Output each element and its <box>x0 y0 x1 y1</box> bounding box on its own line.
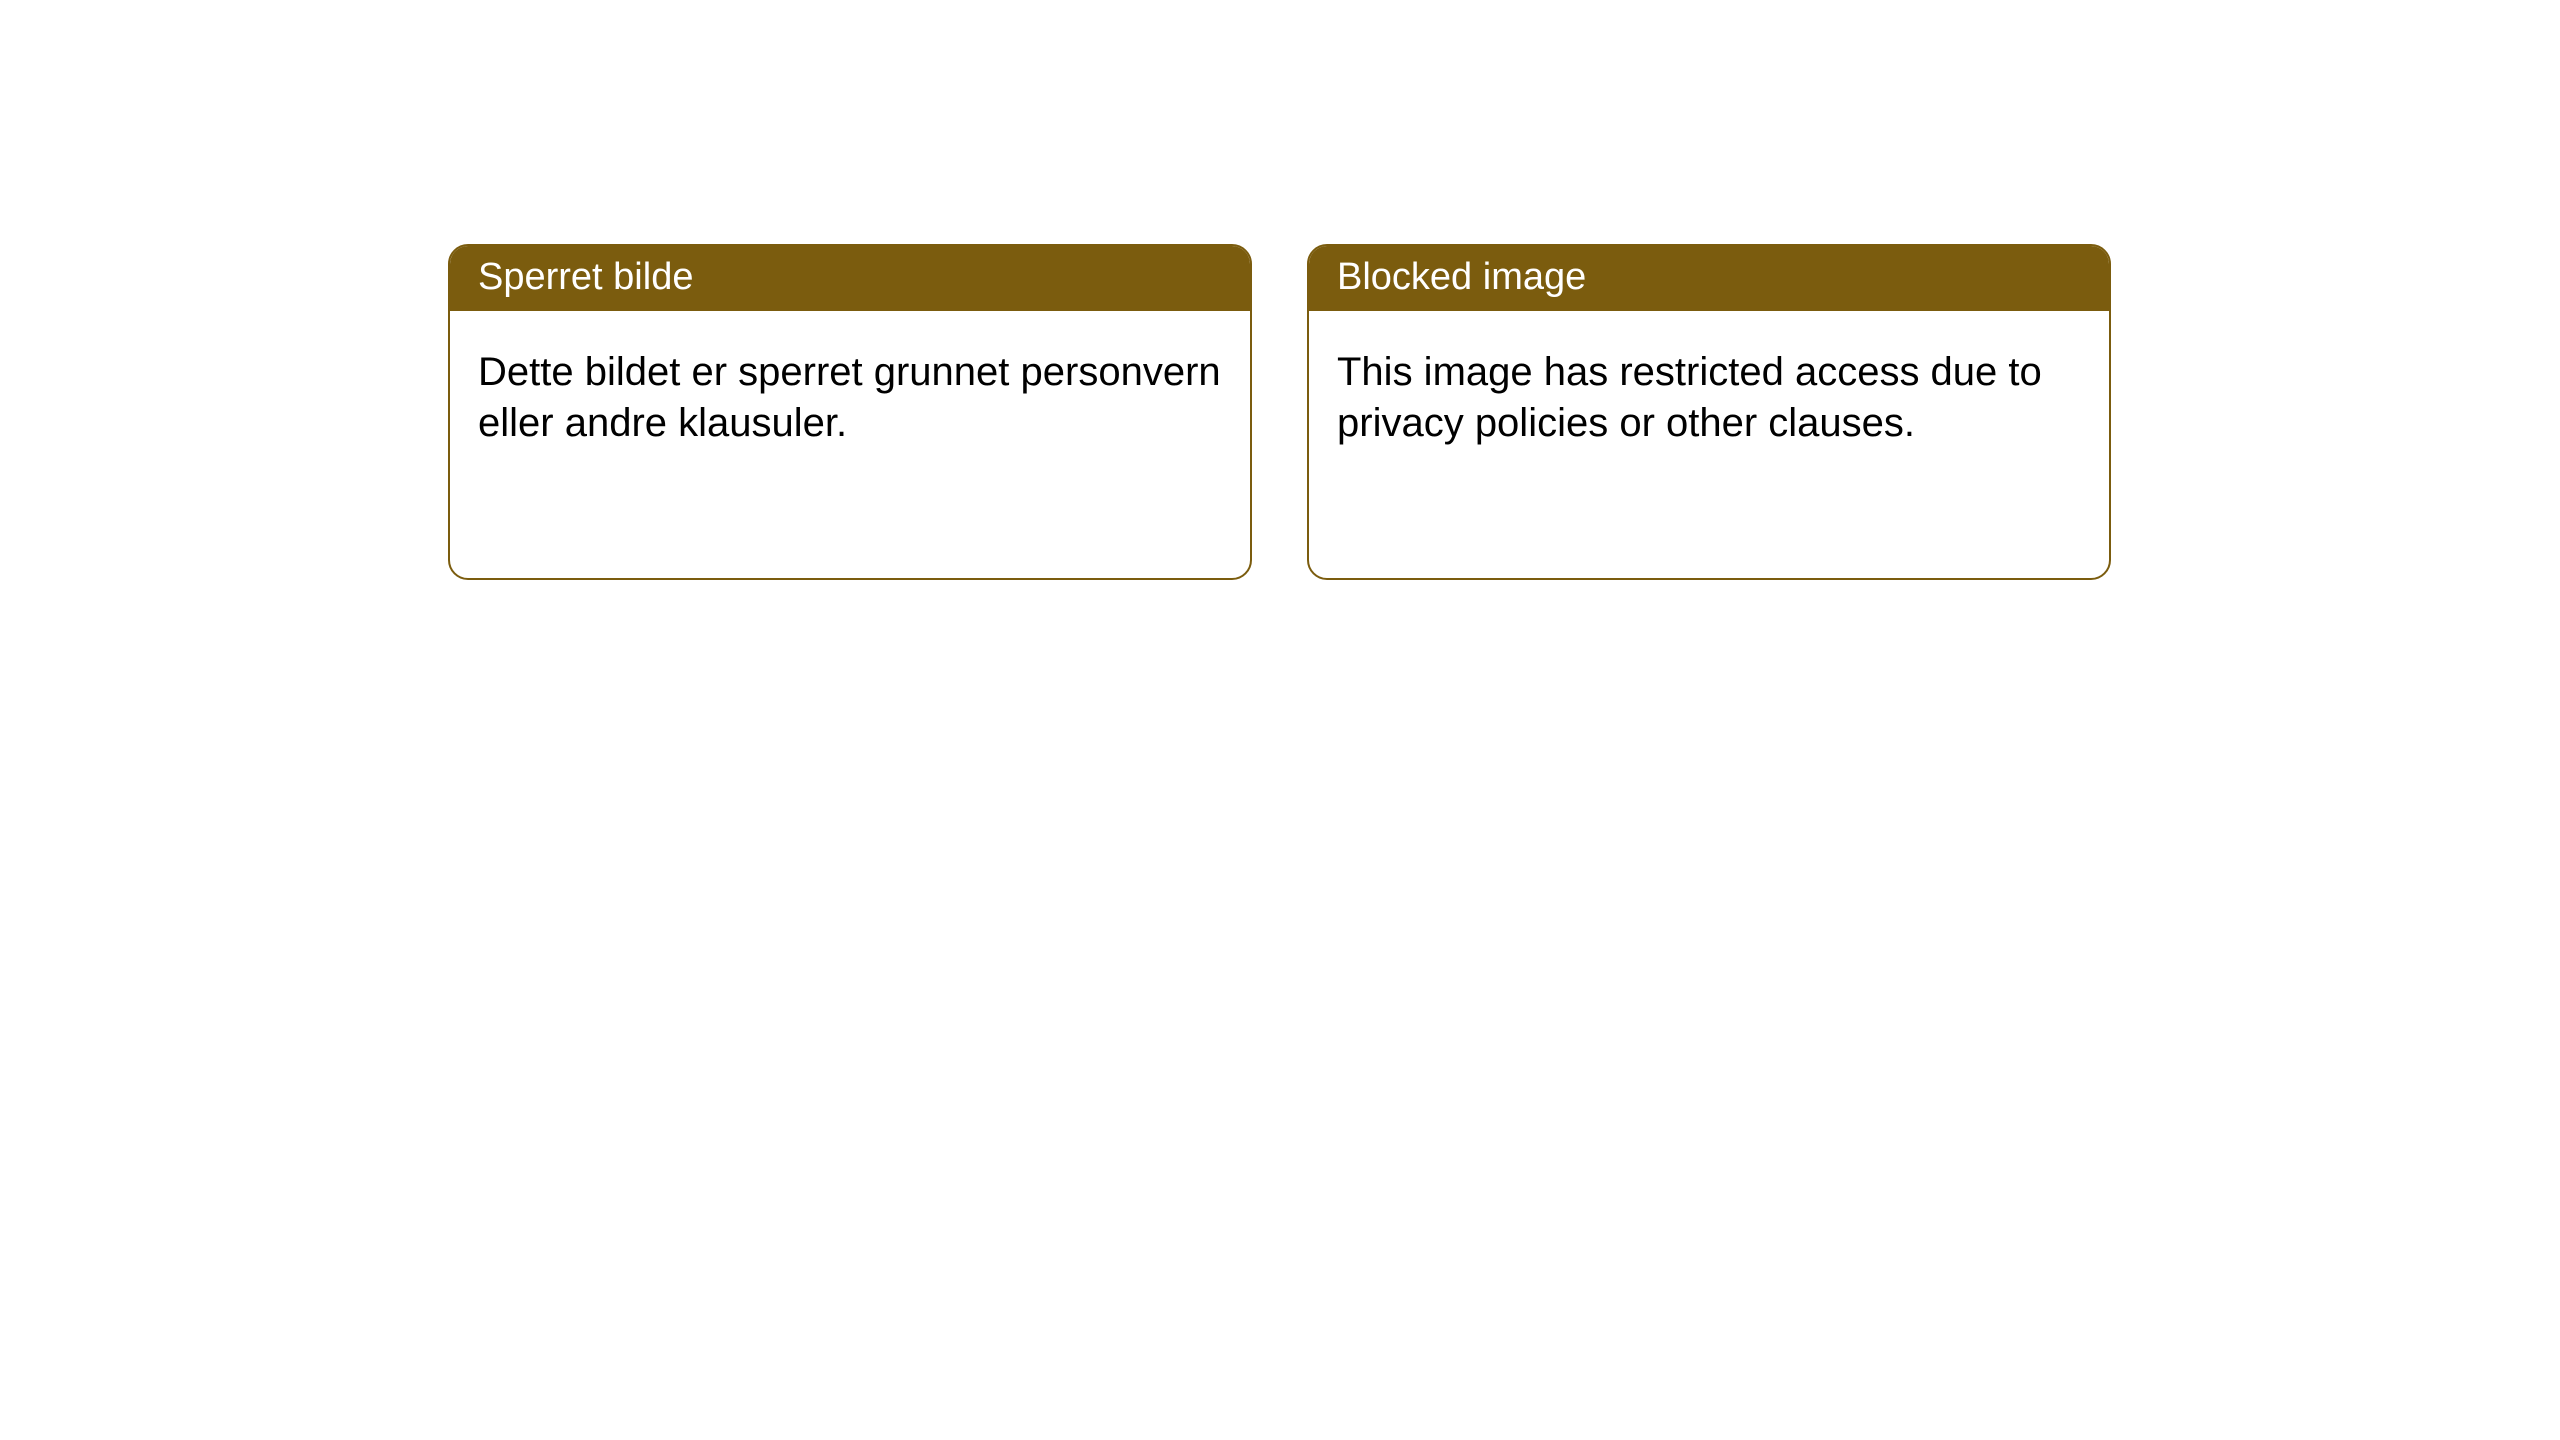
card-body-norwegian: Dette bildet er sperret grunnet personve… <box>450 311 1250 469</box>
card-header-norwegian: Sperret bilde <box>450 246 1250 311</box>
blocked-image-card-norwegian: Sperret bilde Dette bildet er sperret gr… <box>448 244 1252 580</box>
blocked-image-card-english: Blocked image This image has restricted … <box>1307 244 2111 580</box>
card-header-english: Blocked image <box>1309 246 2109 311</box>
card-body-english: This image has restricted access due to … <box>1309 311 2109 469</box>
notice-card-container: Sperret bilde Dette bildet er sperret gr… <box>0 0 2560 580</box>
